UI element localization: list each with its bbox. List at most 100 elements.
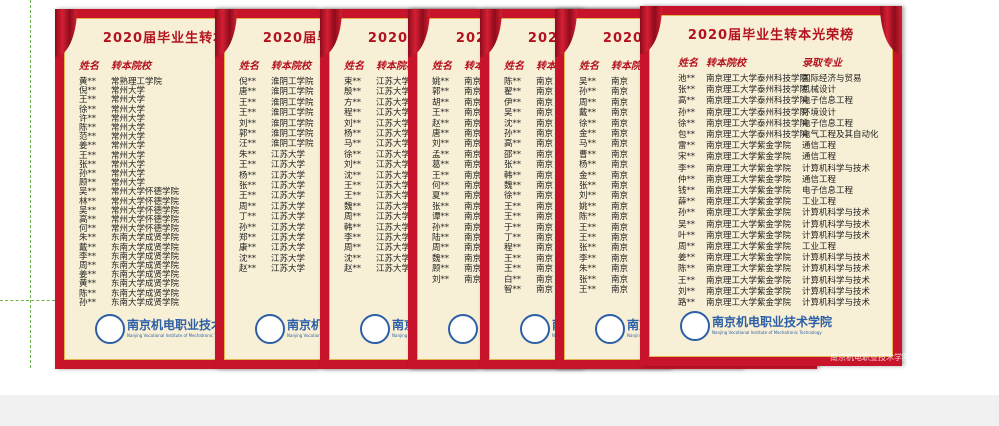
school: 南京	[464, 243, 482, 254]
major: 电子信息工程	[802, 96, 854, 107]
school: 南京	[536, 243, 554, 254]
student-name: 沈**	[344, 170, 362, 181]
school: 常州大学	[111, 132, 146, 143]
school: 常州大学	[111, 141, 146, 152]
column-header: 姓名	[504, 61, 524, 72]
school: 常州大学	[111, 113, 146, 124]
school: 南京	[611, 181, 629, 191]
student-name: 刘**	[432, 139, 450, 150]
school: 南京	[536, 129, 554, 139]
student-name: 范**	[79, 132, 97, 143]
student-name: 张**	[432, 201, 450, 212]
major: 机械设计	[802, 85, 837, 96]
student-name: 顾**	[79, 178, 97, 189]
school: 南京	[536, 201, 554, 212]
school: 江苏大学	[271, 243, 306, 254]
school: 南京	[611, 108, 629, 119]
student-name: 姜**	[79, 141, 97, 152]
student-name: 魏**	[432, 253, 450, 264]
school: 南京理工大学紫金学院	[706, 152, 792, 163]
major: 通信工程	[802, 141, 837, 152]
student-name: 刘**	[432, 274, 450, 285]
school: 南京	[464, 160, 482, 171]
student-name: 朱**	[79, 233, 97, 244]
student-name: 孙**	[79, 169, 97, 179]
school: 江苏大学	[376, 191, 411, 202]
major: 环境设计	[802, 107, 837, 118]
school: 常州大学怀德学院	[111, 215, 180, 225]
student-name: 徐**	[504, 191, 522, 202]
school: 江苏大学	[376, 118, 411, 129]
student-name: 高**	[79, 215, 97, 225]
school: 南京理工大学紫金学院	[706, 208, 792, 219]
school: 江苏大学	[376, 243, 411, 254]
student-name: 魏**	[504, 181, 522, 191]
school: 南京	[611, 97, 629, 108]
school: 东南大学成贤学院	[111, 270, 180, 281]
school: 南京理工大学泰州科技学院	[706, 96, 809, 107]
school: 常州大学	[111, 104, 146, 115]
student-name: 韩**	[344, 222, 362, 233]
school: 南京	[464, 264, 482, 275]
school: 东南大学成贤学院	[111, 233, 180, 244]
school: 南京	[464, 191, 482, 202]
student-name: 张**	[239, 181, 257, 191]
column-header: 姓名	[239, 61, 259, 72]
school: 南京	[464, 212, 482, 223]
student-name: 王**	[239, 97, 257, 108]
student-name: 孙**	[432, 222, 450, 233]
major: 计算机科学与技术	[802, 298, 871, 308]
school: 南京	[611, 285, 629, 295]
major: 工业工程	[802, 242, 837, 252]
student-name: 夏**	[432, 191, 450, 202]
column-header: 录取专业	[802, 58, 842, 69]
student-name: 曹**	[579, 149, 597, 160]
student-name: 韩**	[504, 170, 522, 181]
student-name: 伊**	[504, 97, 522, 108]
student-name: 王**	[678, 275, 696, 286]
student-name: 林**	[79, 196, 97, 207]
school: 淮阴工学院	[271, 118, 314, 129]
student-name: 何**	[432, 181, 450, 191]
student-name: 王**	[504, 212, 522, 223]
school: 南京	[464, 139, 482, 150]
student-name: 陈**	[79, 123, 97, 133]
school: 南京	[536, 118, 554, 129]
student-name: 王**	[504, 253, 522, 264]
school: 江苏大学	[376, 212, 411, 223]
column-header: 姓名	[678, 58, 698, 69]
major: 计算机科学与技术	[802, 219, 871, 230]
school: 南京	[464, 253, 482, 264]
logo-emblem	[95, 314, 125, 344]
student-name: 马**	[579, 139, 597, 150]
student-name: 沈**	[504, 118, 522, 129]
student-name: 王**	[579, 285, 597, 295]
school: 南京	[536, 264, 554, 275]
school: 南京	[536, 160, 554, 171]
student-name: 陈**	[678, 264, 696, 275]
bottom-band	[0, 395, 999, 426]
student-name: 陈**	[504, 77, 522, 87]
poster: 2020届毕业生转本光荣榜 姓名 转本院校 录取专业 池** 南京理工大学泰州科技学院 国际…	[640, 6, 902, 366]
student-name: 许**	[79, 113, 97, 124]
student-name: 孙**	[678, 208, 696, 219]
school: 南京理工大学泰州科技学院	[706, 130, 809, 140]
major: 计算机科学与技术	[802, 253, 871, 264]
school: 江苏大学	[376, 181, 411, 191]
school: 南京	[536, 108, 554, 119]
student-name: 王**	[504, 201, 522, 212]
student-name: 谭**	[432, 212, 450, 223]
column-header: 转本院校	[111, 61, 151, 72]
student-name: 金**	[579, 129, 597, 139]
student-name: 孙**	[678, 107, 696, 118]
student-name: 薛**	[678, 197, 696, 208]
major: 电气工程及其自动化	[802, 130, 879, 140]
student-name: 李**	[579, 253, 597, 264]
student-name: 孟**	[432, 149, 450, 160]
school: 南京	[464, 87, 482, 98]
student-name: 金**	[579, 170, 597, 181]
student-name: 高**	[504, 139, 522, 150]
major: 国际经济与贸易	[802, 74, 862, 84]
school: 江苏大学	[271, 212, 306, 223]
